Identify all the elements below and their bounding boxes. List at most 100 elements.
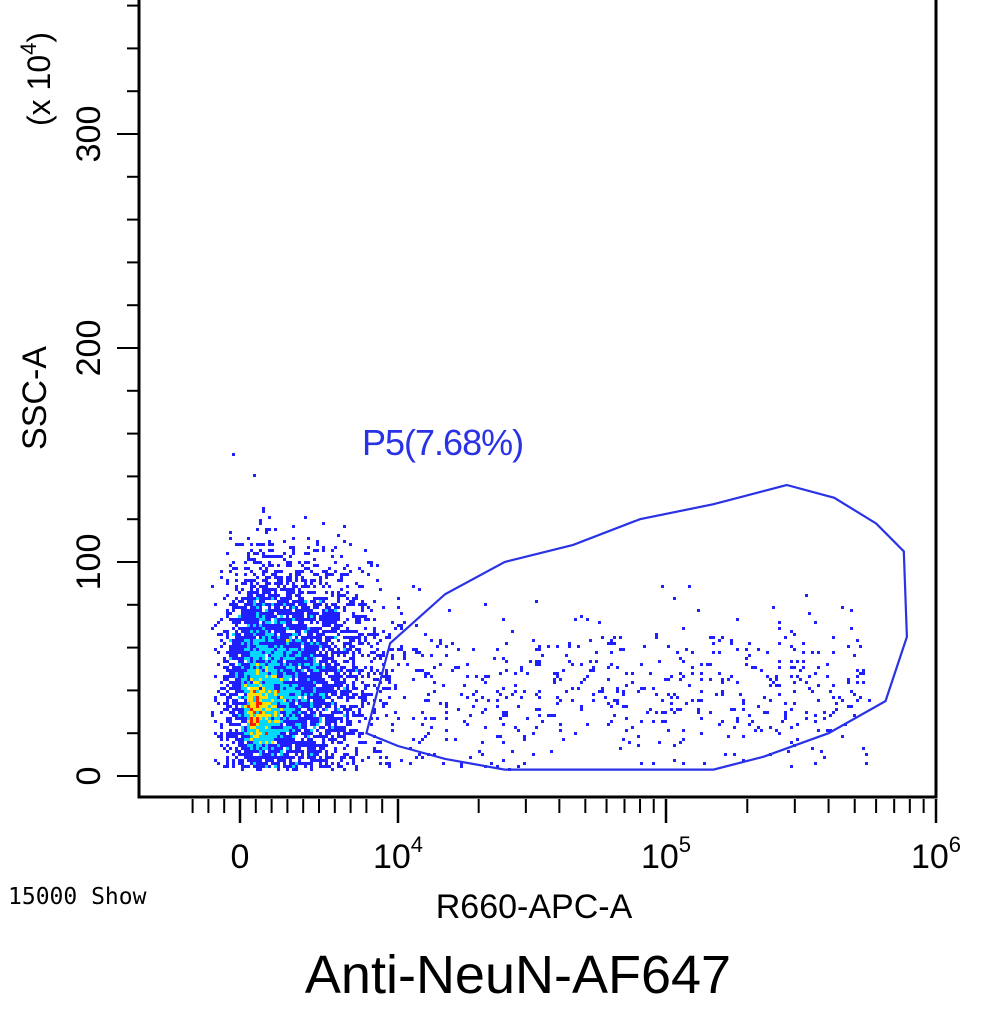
event-dot — [244, 663, 247, 666]
event-dot — [259, 660, 262, 663]
event-dot — [322, 744, 325, 747]
event-dot — [313, 645, 316, 648]
event-dot — [373, 630, 376, 633]
event-dot — [322, 645, 325, 648]
event-dot — [826, 675, 829, 678]
event-dot — [331, 657, 334, 660]
event-dot — [358, 639, 361, 642]
event-dot — [322, 630, 325, 633]
event-dot — [535, 600, 538, 603]
event-dot — [256, 645, 259, 648]
event-dot — [289, 756, 292, 759]
event-dot — [247, 726, 250, 729]
event-dot — [379, 690, 382, 693]
event-dot — [232, 672, 235, 675]
event-dot — [283, 729, 286, 732]
event-dot — [355, 675, 358, 678]
event-dot — [292, 726, 295, 729]
event-dot — [322, 681, 325, 684]
event-dot — [289, 747, 292, 750]
event-dot — [283, 609, 286, 612]
event-dot — [361, 669, 364, 672]
event-dot — [319, 744, 322, 747]
event-dot — [766, 711, 769, 714]
event-dot — [289, 726, 292, 729]
event-dot — [226, 696, 229, 699]
event-dot — [268, 720, 271, 723]
event-dot — [271, 717, 274, 720]
event-dot — [346, 717, 349, 720]
event-dot — [265, 591, 268, 594]
event-dot — [247, 630, 250, 633]
event-dot — [334, 660, 337, 663]
event-dot — [226, 744, 229, 747]
event-dot — [250, 558, 253, 561]
event-dot — [400, 612, 403, 615]
event-dot — [271, 597, 274, 600]
event-dot — [292, 582, 295, 585]
event-dot — [310, 621, 313, 624]
event-dot — [328, 630, 331, 633]
event-dot — [304, 645, 307, 648]
event-dot — [325, 762, 328, 765]
event-dot — [295, 612, 298, 615]
event-dot — [346, 648, 349, 651]
event-dot — [280, 603, 283, 606]
event-dot — [574, 618, 577, 621]
event-dot — [313, 642, 316, 645]
event-dot — [247, 600, 250, 603]
event-dot — [304, 657, 307, 660]
event-dot — [283, 552, 286, 555]
event-dot — [256, 591, 259, 594]
event-dot — [385, 702, 388, 705]
event-dot — [298, 684, 301, 687]
event-dot — [304, 699, 307, 702]
event-dot — [241, 678, 244, 681]
event-dot — [289, 645, 292, 648]
event-dot — [535, 708, 538, 711]
event-dot — [331, 726, 334, 729]
event-dot — [262, 678, 265, 681]
event-dot — [259, 627, 262, 630]
event-dot — [229, 531, 232, 534]
event-dot — [673, 597, 676, 600]
event-dot — [364, 618, 367, 621]
event-dot — [349, 729, 352, 732]
event-dot — [385, 669, 388, 672]
event-dot — [241, 582, 244, 585]
event-dot — [337, 639, 340, 642]
event-dot — [280, 759, 283, 762]
event-dot — [337, 591, 340, 594]
event-dot — [853, 714, 856, 717]
event-dot — [364, 615, 367, 618]
event-dot — [292, 648, 295, 651]
event-dot — [268, 711, 271, 714]
event-dot — [802, 666, 805, 669]
event-dot — [247, 552, 250, 555]
event-dot — [298, 741, 301, 744]
event-dot — [280, 708, 283, 711]
event-dot — [358, 567, 361, 570]
event-dot — [313, 687, 316, 690]
event-dot — [454, 666, 457, 669]
event-dot — [262, 663, 265, 666]
event-dot — [310, 672, 313, 675]
event-dot — [259, 738, 262, 741]
event-dot — [349, 708, 352, 711]
event-dot — [232, 621, 235, 624]
event-dot — [250, 762, 253, 765]
event-dot — [331, 756, 334, 759]
event-dot — [721, 690, 724, 693]
event-dot — [328, 723, 331, 726]
event-dot — [319, 660, 322, 663]
event-dot — [334, 720, 337, 723]
event-dot — [391, 669, 394, 672]
event-dot — [265, 741, 268, 744]
event-dot — [610, 663, 613, 666]
event-dot — [289, 735, 292, 738]
event-dot — [445, 705, 448, 708]
event-dot — [289, 603, 292, 606]
event-dot — [307, 606, 310, 609]
event-dot — [277, 609, 280, 612]
event-dot — [265, 687, 268, 690]
